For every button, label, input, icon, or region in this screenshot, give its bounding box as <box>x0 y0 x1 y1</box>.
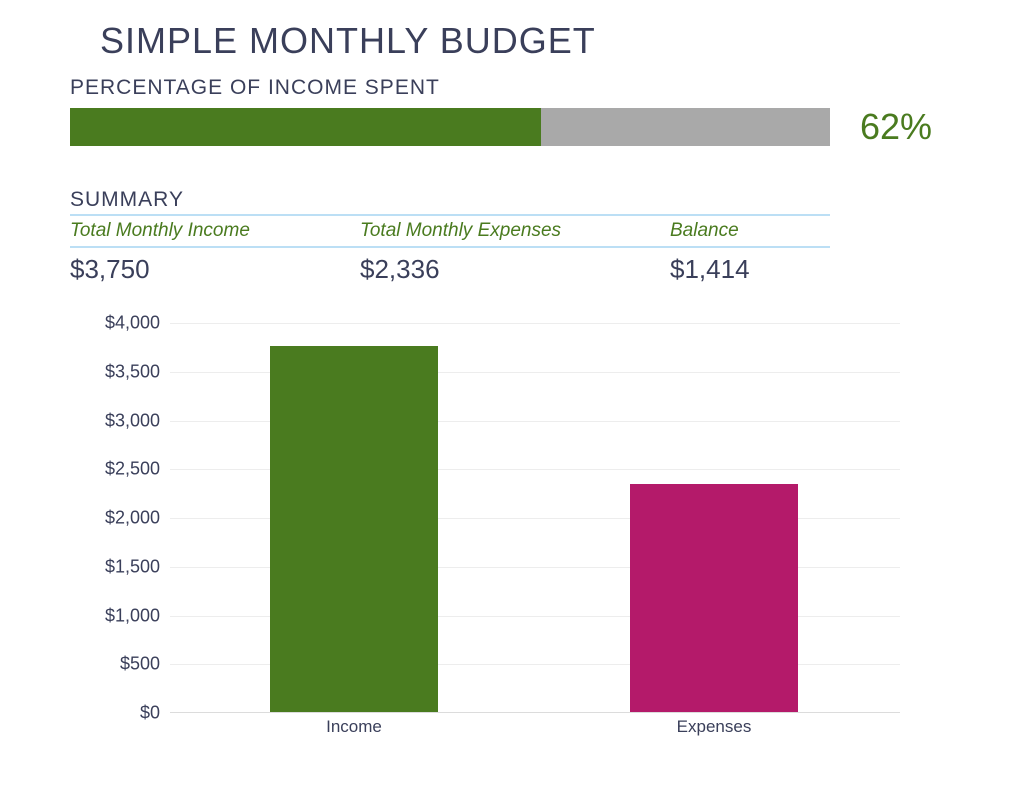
summary-table: Total Monthly Income Total Monthly Expen… <box>70 214 830 289</box>
chart-y-tick: $3,000 <box>105 410 160 431</box>
summary-value-balance: $1,414 <box>670 248 830 289</box>
percentage-value: 62% <box>860 106 932 148</box>
summary-header-expenses: Total Monthly Expenses <box>360 216 670 246</box>
chart-y-tick: $0 <box>140 703 160 724</box>
chart-bar-income <box>270 346 438 712</box>
summary-value-income: $3,750 <box>70 248 360 289</box>
chart-gridline <box>170 323 900 324</box>
percentage-label: PERCENTAGE OF INCOME SPENT <box>70 76 1034 100</box>
summary-header-balance: Balance <box>670 216 830 246</box>
percentage-bar-fill <box>70 108 541 146</box>
chart-plot <box>170 323 900 713</box>
summary-header-income: Total Monthly Income <box>70 216 360 246</box>
chart-x-label-income: Income <box>326 717 382 737</box>
percentage-bar-track <box>70 108 830 146</box>
percentage-bar-row: 62% <box>70 106 1034 148</box>
page-title: SIMPLE MONTHLY BUDGET <box>100 20 1034 62</box>
bar-chart: $0 $500 $1,000 $1,500 $2,000 $2,500 $3,000 $3,5… <box>70 323 900 753</box>
chart-x-axis: Income Expenses <box>170 717 900 747</box>
chart-x-label-expenses: Expenses <box>677 717 752 737</box>
chart-y-axis: $0$500$1,000$1,500$2,000$2,500$3,000$3,5… <box>70 323 170 713</box>
chart-y-tick: $500 <box>120 654 160 675</box>
chart-y-tick: $1,500 <box>105 556 160 577</box>
chart-y-tick: $4,000 <box>105 313 160 334</box>
chart-y-tick: $2,500 <box>105 459 160 480</box>
summary-title: SUMMARY <box>70 188 1034 212</box>
summary-header-row: Total Monthly Income Total Monthly Expen… <box>70 216 830 248</box>
chart-y-tick: $2,000 <box>105 508 160 529</box>
chart-bar-expenses <box>630 484 798 712</box>
chart-y-tick: $1,000 <box>105 605 160 626</box>
summary-value-expenses: $2,336 <box>360 248 670 289</box>
summary-value-row: $3,750 $2,336 $1,414 <box>70 248 830 289</box>
chart-y-tick: $3,500 <box>105 361 160 382</box>
